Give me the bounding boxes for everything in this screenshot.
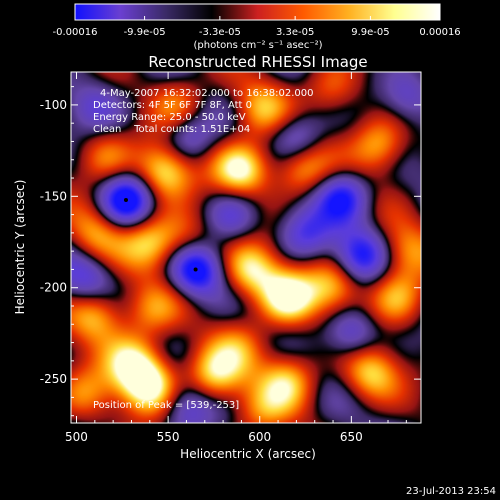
info-line-energy: Energy Range: 25.0 - 50.0 keV bbox=[93, 112, 246, 123]
markers-layer bbox=[123, 197, 198, 272]
image-area bbox=[71, 72, 421, 423]
axis-ticks: 500 550 600 650 -100 -150 -200 -250 bbox=[40, 72, 421, 444]
peak-position-label: Position of Peak = [539,-253] bbox=[93, 400, 239, 411]
info-line-detectors: Detectors: 4F 5F 6F 7F 8F, Att 0 bbox=[93, 100, 252, 111]
colorbar-tick-label-3: 3.3e-05 bbox=[276, 27, 314, 38]
colorbar-tick-label-1: -9.9e-05 bbox=[124, 27, 166, 38]
x-tick-label-1: 550 bbox=[157, 430, 180, 444]
minimum-marker-1 bbox=[193, 267, 198, 272]
colorbar-ticks: -0.00016 -9.9e-05 -3.3e-05 3.3e-05 9.9e-05 0.… bbox=[53, 16, 461, 38]
chart-title: Reconstructed RHESSI Image bbox=[148, 53, 367, 71]
colorbar-units-label: (photons cm⁻² s⁻¹ asec⁻²) bbox=[193, 40, 322, 51]
footer-timestamp: 23-Jul-2013 23:54 bbox=[406, 486, 496, 497]
y-tick-label-1: -150 bbox=[40, 189, 67, 203]
plot-frame bbox=[70, 71, 422, 424]
colorbar-tick-label-5: 0.00016 bbox=[419, 27, 460, 38]
x-axis-label: Heliocentric X (arcsec) bbox=[180, 447, 316, 461]
y-axis-label: Heliocentric Y (arcsec) bbox=[13, 180, 27, 315]
x-tick-label-2: 600 bbox=[248, 430, 271, 444]
x-tick-label-0: 500 bbox=[65, 430, 88, 444]
colorbar-tick-label-2: -3.3e-05 bbox=[199, 27, 241, 38]
colorbar-tick-label-0: -0.00016 bbox=[53, 27, 98, 38]
x-tick-label-3: 650 bbox=[340, 430, 363, 444]
y-tick-label-0: -100 bbox=[40, 98, 67, 112]
colorbar-tick-label-4: 9.9e-05 bbox=[351, 27, 389, 38]
y-tick-label-2: -200 bbox=[40, 281, 67, 295]
colorbar bbox=[74, 3, 441, 21]
info-line-time: 4-May-2007 16:32:02.000 to 16:38:02.000 bbox=[100, 88, 313, 99]
y-tick-label-3: -250 bbox=[40, 372, 67, 386]
info-line-clean: Clean Total counts: 1.51E+04 bbox=[93, 124, 250, 135]
minimum-marker-0 bbox=[123, 197, 128, 202]
